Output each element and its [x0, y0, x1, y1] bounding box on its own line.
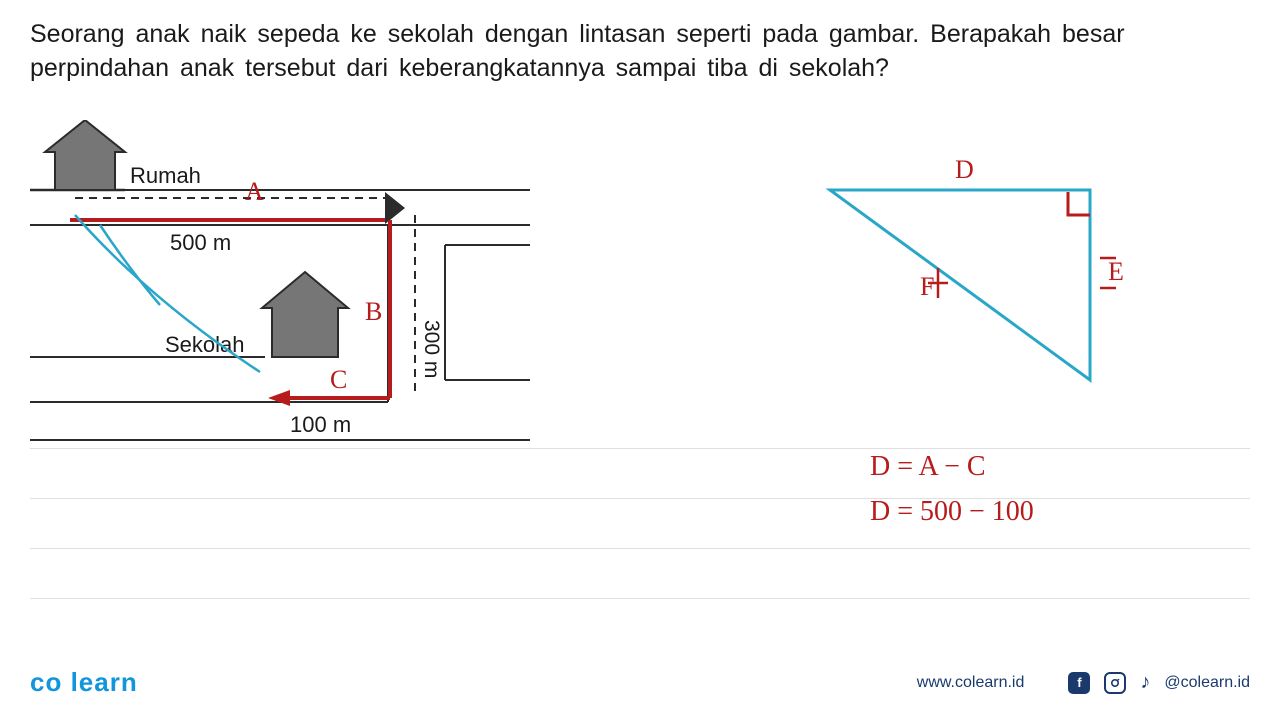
house-rumah-icon [45, 120, 125, 190]
segment-C [268, 390, 390, 406]
equation-block: D = A − C D = 500 − 100 [870, 445, 1034, 535]
right-angle-marker [1068, 192, 1090, 215]
footer-handle: @colearn.id [1164, 674, 1250, 692]
label-D: D [955, 160, 974, 184]
question-text: Seorang anak naik sepeda ke sekolah deng… [30, 18, 1250, 86]
label-F: F [920, 272, 934, 301]
equation-line-1: D = A − C [870, 445, 1034, 490]
segment-A [70, 192, 405, 224]
label-rumah: Rumah [130, 163, 201, 188]
segment-B [390, 215, 415, 398]
footer: co learn www.colearn.id f ♪ @colearn.id [30, 667, 1250, 698]
brand-learn: learn [71, 667, 138, 697]
label-300: 300 m [420, 320, 443, 378]
path-diagram: Rumah A 500 m B 300 m Sekolah C 100 m [30, 120, 530, 460]
label-B: B [365, 297, 382, 326]
label-A: A [245, 177, 264, 206]
footer-url: www.colearn.id [917, 674, 1025, 692]
tiktok-icon: ♪ [1140, 671, 1150, 694]
facebook-icon: f [1068, 672, 1090, 694]
footer-right: www.colearn.id f ♪ @colearn.id [917, 671, 1250, 694]
label-100: 100 m [290, 412, 351, 437]
equation-line-2: D = 500 − 100 [870, 490, 1034, 535]
hypotenuse-hint-2 [100, 225, 160, 305]
brand-co: co [30, 667, 62, 697]
label-E: E [1108, 257, 1124, 286]
brand-logo: co learn [30, 667, 138, 698]
house-sekolah-icon [262, 272, 348, 357]
instagram-icon [1104, 672, 1126, 694]
triangle-shape [830, 190, 1090, 380]
triangle-diagram: D E F [810, 160, 1130, 400]
label-C: C [330, 365, 347, 394]
label-500: 500 m [170, 230, 231, 255]
